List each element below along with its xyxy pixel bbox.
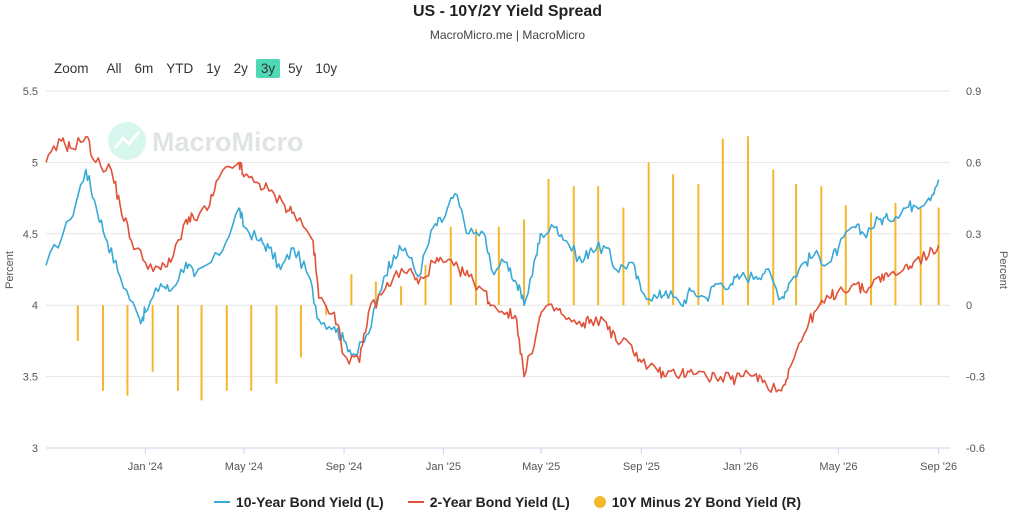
x-tick-label: Sep '26 bbox=[920, 461, 957, 473]
spread-bar bbox=[747, 136, 750, 306]
legend: 10-Year Bond Yield (L) 2-Year Bond Yield… bbox=[0, 494, 1015, 510]
zoom-label: Zoom bbox=[54, 60, 89, 76]
legend-item-10y[interactable]: 10-Year Bond Yield (L) bbox=[213, 494, 384, 510]
legend-item-2y[interactable]: 2-Year Bond Yield (L) bbox=[407, 494, 570, 510]
legend-spread-swatch bbox=[593, 496, 606, 508]
spread-bar bbox=[250, 305, 253, 391]
spread-bar bbox=[523, 219, 526, 306]
spread-bar bbox=[299, 305, 302, 358]
spread-bar bbox=[772, 169, 775, 306]
spread-bar bbox=[919, 207, 922, 306]
watermark-text: MacroMicro bbox=[152, 127, 304, 157]
spread-bar bbox=[870, 212, 873, 306]
zoom-2y-button[interactable]: 2y bbox=[233, 60, 248, 76]
spread-bar bbox=[350, 274, 353, 306]
spread-bar bbox=[126, 305, 129, 396]
spread-bar bbox=[894, 202, 897, 306]
watermark-logo-mark bbox=[113, 131, 141, 149]
y-right-tick-label: -0.3 bbox=[966, 372, 985, 384]
spread-bar bbox=[225, 305, 228, 391]
y-right-tick-label: 0.6 bbox=[966, 157, 981, 169]
spread-bar bbox=[697, 183, 700, 306]
y-left-tick-label: 4.5 bbox=[23, 229, 38, 241]
chart-title: US - 10Y/2Y Yield Spread bbox=[412, 3, 603, 20]
spread-bar bbox=[275, 305, 278, 384]
watermark: MacroMicro bbox=[108, 122, 304, 160]
spread-bar bbox=[475, 229, 478, 306]
zoom-5y-button[interactable]: 5y bbox=[288, 60, 303, 76]
spread-bar bbox=[102, 305, 105, 391]
x-tick-label: Sep '25 bbox=[623, 461, 660, 473]
legend-2y-swatch bbox=[407, 501, 424, 503]
y-left-axis-title: Percent bbox=[4, 251, 16, 289]
spread-bar bbox=[151, 305, 154, 372]
y-left-tick-label: 5.5 bbox=[23, 86, 38, 98]
zoom-1y-button[interactable]: 1y bbox=[206, 60, 221, 76]
spread-bar bbox=[325, 305, 328, 315]
x-tick-label: May '26 bbox=[819, 461, 857, 473]
spread-bar bbox=[937, 207, 940, 306]
y-right-tick-label: 0 bbox=[966, 300, 972, 312]
spread-bar bbox=[820, 186, 823, 306]
y-right-tick-label: 0.9 bbox=[966, 86, 981, 98]
spread-bar bbox=[844, 205, 847, 306]
spread-bar bbox=[795, 183, 798, 306]
legend-10y-label: 10-Year Bond Yield (L) bbox=[235, 494, 384, 510]
zoom-bar: Zoom All 6m YTD 1y 2y 3y 5y 10y bbox=[54, 57, 345, 79]
spread-bar bbox=[721, 138, 724, 306]
spread-bar bbox=[424, 264, 427, 306]
x-tick-label: Jan '25 bbox=[426, 461, 461, 473]
y-left-tick-label: 4 bbox=[32, 300, 38, 312]
yield-lines bbox=[45, 135, 940, 393]
zoom-ytd-button[interactable]: YTD bbox=[166, 60, 194, 76]
ten-year-yield-line bbox=[45, 168, 940, 357]
x-tick-label: Sep '24 bbox=[326, 461, 363, 473]
x-tick-label: May '25 bbox=[522, 461, 560, 473]
y-left-tick-label: 3.5 bbox=[23, 372, 38, 384]
spread-bar bbox=[400, 286, 403, 306]
legend-item-spread[interactable]: 10Y Minus 2Y Bond Yield (R) bbox=[593, 494, 802, 510]
spread-bar bbox=[176, 305, 179, 391]
x-tick-label: Jan '24 bbox=[128, 461, 163, 473]
y-right-tick-label: -0.6 bbox=[966, 443, 985, 455]
legend-2y-label: 2-Year Bond Yield (L) bbox=[429, 494, 570, 510]
zoom-3y-button[interactable]: 3y bbox=[255, 58, 281, 78]
zoom-6m-button[interactable]: 6m bbox=[134, 60, 154, 76]
spread-bar bbox=[200, 305, 203, 401]
watermark-logo-icon bbox=[108, 122, 146, 160]
spread-bar bbox=[647, 162, 650, 306]
x-tick-label: May '24 bbox=[225, 461, 263, 473]
legend-spread-label: 10Y Minus 2Y Bond Yield (R) bbox=[611, 494, 802, 510]
zoom-all-button[interactable]: All bbox=[106, 60, 122, 76]
y-right-axis-title: Percent bbox=[997, 251, 1009, 289]
y-right-tick-label: 0.3 bbox=[966, 229, 981, 241]
spread-bar bbox=[622, 207, 625, 306]
y-left-tick-label: 5 bbox=[32, 157, 38, 169]
two-year-yield-line bbox=[45, 135, 940, 393]
spread-bar bbox=[547, 179, 550, 306]
spread-bar bbox=[374, 281, 377, 306]
spread-bar bbox=[76, 305, 79, 341]
zoom-10y-button[interactable]: 10y bbox=[315, 60, 338, 76]
spread-bar bbox=[449, 226, 452, 306]
x-tick-label: Jan '26 bbox=[723, 461, 758, 473]
y-left-tick-label: 3 bbox=[32, 443, 38, 455]
spread-bar bbox=[672, 174, 675, 306]
legend-10y-swatch bbox=[213, 501, 230, 503]
axes: 3 3.5 4 4.5 5 5.5 -0.6 -0.3 0 0.3 0.6 0.9 Percent Per… bbox=[4, 86, 1009, 473]
spread-bars bbox=[76, 136, 940, 401]
chart-subtitle: MacroMicro.me | MacroMicro bbox=[429, 28, 586, 42]
